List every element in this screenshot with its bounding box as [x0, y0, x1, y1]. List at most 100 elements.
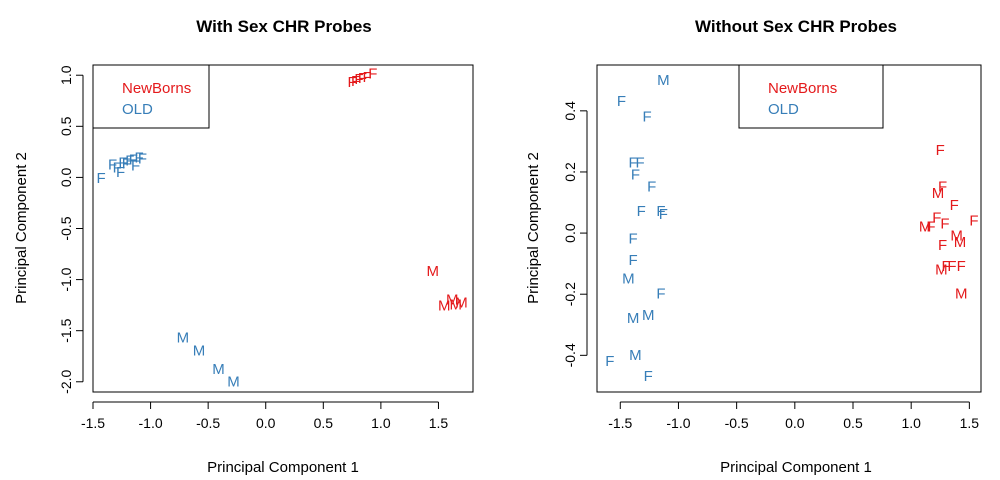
point-newborns: F [940, 215, 949, 232]
legend-entry-old: OLD [768, 101, 799, 118]
point-newborns: M [932, 185, 945, 202]
point-old: F [125, 153, 134, 170]
point-old: F [647, 179, 656, 196]
point-old: F [113, 160, 122, 177]
legend-entry-newborns: NewBorns [122, 80, 191, 97]
point-newborns: F [354, 71, 363, 88]
point-old: M [193, 343, 206, 360]
y-axis-label: Principal Component 2 [525, 152, 542, 304]
point-newborns: M [935, 261, 948, 278]
point-old: F [656, 286, 665, 303]
point-old: F [644, 368, 653, 385]
point-old: F [605, 353, 614, 370]
x-tick-label: -1.0 [139, 415, 163, 431]
legend: NewBorns OLD [738, 64, 884, 129]
point-old: F [108, 157, 117, 174]
point-old: F [628, 154, 637, 171]
point-old: M [642, 307, 655, 324]
x-axis-label: Principal Component 1 [720, 459, 872, 476]
y-tick-label: -1.5 [58, 318, 74, 342]
x-axis-label: Principal Component 1 [207, 459, 359, 476]
legend-box [738, 64, 884, 129]
point-old: F [628, 252, 637, 269]
point-newborns: M [426, 263, 439, 280]
plot-frame [92, 64, 474, 393]
y-tick-label: 0.5 [58, 116, 74, 136]
chart-title: With Sex CHR Probes [196, 17, 372, 36]
point-old: F [617, 93, 626, 110]
y-tick-label: -1.0 [58, 267, 74, 291]
point-newborns: F [362, 69, 371, 86]
x-tick-label: 1.5 [429, 415, 449, 431]
point-old: M [629, 347, 642, 364]
y-axis: -0.4 -0.2 0.0 0.2 0.4 [562, 101, 588, 367]
x-tick-label: 1.0 [901, 415, 921, 431]
point-newborns: F [942, 258, 951, 275]
point-newborns: M [919, 218, 932, 235]
x-tick-label: 0.5 [314, 415, 334, 431]
point-newborns: F [351, 73, 360, 90]
legend-entry-newborns: NewBorns [768, 80, 837, 97]
y-tick-label: -0.4 [562, 343, 578, 367]
point-newborns: F [969, 212, 978, 229]
x-tick-label: -0.5 [196, 415, 220, 431]
point-old: F [134, 149, 143, 166]
point-old: F [635, 154, 644, 171]
x-axis: -1.5 -1.0 -0.5 0.0 0.5 1.0 1.5 [81, 401, 449, 431]
panel-with-sex-chr-probes: With Sex CHR Probes Principal Component … [13, 17, 474, 476]
x-tick-label: -1.0 [666, 415, 690, 431]
point-old: F [631, 167, 640, 184]
legend: NewBorns OLD [92, 64, 210, 129]
y-tick-label: -0.2 [562, 282, 578, 306]
point-newborns: F [947, 258, 956, 275]
point-newborns: M [438, 298, 451, 315]
point-old: F [138, 151, 147, 168]
y-tick-label: -0.5 [58, 216, 74, 240]
legend-entry-old: OLD [122, 101, 153, 118]
x-tick-label: 1.0 [371, 415, 391, 431]
point-old: M [627, 310, 640, 327]
point-newborns: M [950, 228, 963, 245]
point-old: M [212, 361, 225, 378]
point-old: F [628, 231, 637, 248]
point-old: F [656, 203, 665, 220]
y-axis-label: Principal Component 2 [13, 152, 30, 304]
point-old: M [657, 72, 670, 89]
y-tick-label: -2.0 [58, 370, 74, 394]
x-axis: -1.5 -1.0 -0.5 0.0 0.5 1.0 1.5 [608, 401, 980, 431]
point-old: F [659, 206, 668, 223]
y-tick-label: 0.4 [562, 101, 578, 121]
point-old: F [96, 170, 105, 187]
y-axis: -2.0 -1.5 -1.0 -0.5 0.0 0.5 1.0 [58, 65, 84, 394]
point-newborns: F [932, 209, 941, 226]
point-old: F [116, 164, 125, 181]
x-tick-label: -1.5 [608, 415, 632, 431]
point-newborns: F [358, 70, 367, 87]
x-tick-label: -0.5 [725, 415, 749, 431]
y-tick-label: 1.0 [58, 65, 74, 85]
y-tick-label: 0.0 [562, 223, 578, 243]
point-old: F [642, 108, 651, 125]
point-old: M [622, 270, 635, 287]
x-tick-label: 0.0 [256, 415, 276, 431]
point-old: F [129, 152, 138, 169]
legend-box [92, 64, 210, 129]
point-newborns: F [348, 74, 357, 91]
point-newborns: F [938, 237, 947, 254]
point-newborns: F [368, 66, 377, 83]
point-old: F [122, 156, 131, 173]
point-newborns: F [926, 218, 935, 235]
point-old: F [131, 158, 140, 175]
point-newborns: F [957, 258, 966, 275]
x-tick-label: 1.5 [960, 415, 980, 431]
point-old: M [177, 329, 190, 346]
point-newborns: M [954, 234, 967, 251]
x-tick-label: -1.5 [81, 415, 105, 431]
point-old: F [637, 203, 646, 220]
point-newborns: M [955, 286, 968, 303]
point-old: F [118, 155, 127, 172]
point-newborns: F [950, 197, 959, 214]
y-tick-label: 0.0 [58, 167, 74, 187]
